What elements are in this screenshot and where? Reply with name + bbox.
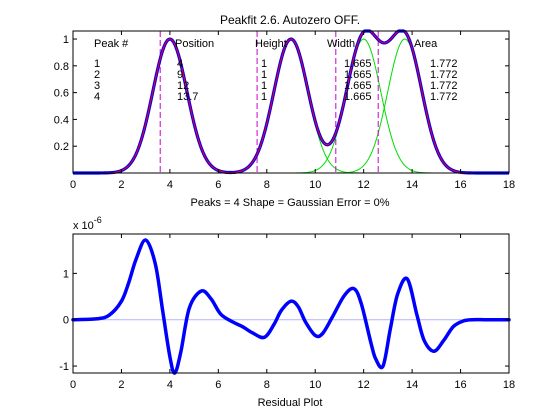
y-tick-label: 1 xyxy=(63,34,69,46)
x-tick-label: 0 xyxy=(70,179,76,191)
residual-x-tick-label: 2 xyxy=(118,379,124,391)
residual-series xyxy=(71,238,511,375)
peak-table-cell: 1.772 xyxy=(430,69,458,81)
x-tick-label: 8 xyxy=(264,179,270,191)
x-tick-label: 16 xyxy=(454,179,466,191)
peak-table-cell: 1 xyxy=(261,91,267,103)
peak-table-cell: 12 xyxy=(177,80,189,92)
peak-table-header: Height xyxy=(255,38,287,50)
peak-table-cell: 1 xyxy=(261,69,267,81)
residual-x-axis-label: Residual Plot xyxy=(258,397,323,409)
peak-table-cell: 1 xyxy=(261,58,267,70)
residual-y-tick-label: 1 xyxy=(63,268,69,280)
residual-plot: x 10-6 0 2 4 6 8 10 12 14 16 18 -101 Residual Plo… xyxy=(59,215,515,409)
x-axis-ticks: 0 2 4 6 8 10 12 14 16 18 xyxy=(70,31,515,191)
peak-table-header: Area xyxy=(414,38,438,50)
peak-table-cell: 1.665 xyxy=(344,69,372,81)
peak-table-cell: 1 xyxy=(94,58,100,70)
residual-x-tick-label: 16 xyxy=(454,379,466,391)
residual-x-tick-label: 8 xyxy=(264,379,270,391)
residual-y-tick-label: -1 xyxy=(59,361,69,373)
x-tick-label: 12 xyxy=(358,179,370,191)
y-tick-label: 0.2 xyxy=(54,141,69,153)
y-tick-label: 0.6 xyxy=(54,88,69,100)
x-axis-label: Peaks = 4 Shape = Gaussian Error = 0% xyxy=(190,197,389,209)
peak-table-cell: 4 xyxy=(177,58,183,70)
fit-series xyxy=(73,30,509,174)
residual-x-tick-label: 6 xyxy=(215,379,221,391)
x-tick-label: 2 xyxy=(118,179,124,191)
peak-table-cell: 1 xyxy=(261,80,267,92)
plot-title: Peakfit 2.6. Autozero OFF. xyxy=(220,13,360,27)
peak-table-cell: 1.665 xyxy=(344,91,372,103)
residual-y-tick-label: 0 xyxy=(63,315,69,327)
x-tick-label: 6 xyxy=(215,179,221,191)
peak-table-cell: 13.7 xyxy=(177,91,198,103)
residual-y-axis-ticks: -1 0 1 xyxy=(59,268,509,373)
x-tick-label: 10 xyxy=(309,179,321,191)
residual-x-tick-label: 18 xyxy=(503,379,515,391)
peak-table-cell: 2 xyxy=(94,69,100,81)
residual-frame xyxy=(72,233,510,374)
peak-table-cell: 1.772 xyxy=(430,80,458,92)
y-axis-ticks: 0.2 0.4 0.6 0.8 1 xyxy=(54,34,509,153)
peak-table-cell: 9 xyxy=(177,69,183,81)
peak-table-header: Position xyxy=(175,38,214,50)
residual-x-axis-ticks: 0 2 4 6 8 10 12 14 16 18 xyxy=(70,234,515,391)
peak-table-cell: 1.772 xyxy=(430,58,458,70)
y-tick-label: 0.4 xyxy=(54,114,69,126)
x-tick-label: 4 xyxy=(167,179,173,191)
peak-table-cell: 1.665 xyxy=(344,58,372,70)
fit-line xyxy=(73,30,509,174)
residual-line xyxy=(71,238,511,375)
scale-exponent: -6 xyxy=(94,215,102,225)
residual-x-tick-label: 12 xyxy=(358,379,370,391)
peak-table-cell: 1.665 xyxy=(344,80,372,92)
peak-table-header: Peak # xyxy=(94,38,129,50)
x-tick-label: 18 xyxy=(503,179,515,191)
peak-table-cell: 3 xyxy=(94,80,100,92)
scale-label: x 10-6 xyxy=(73,215,102,232)
x-tick-label: 14 xyxy=(406,179,418,191)
peakfit-plot: Peakfit 2.6. Autozero OFF. Peak # Positio… xyxy=(54,13,515,209)
peak-table: Peak # Position Height Width Area 1 4 1 1.665 1.7… xyxy=(94,38,458,103)
plot-frame xyxy=(72,30,510,174)
peak-table-header: Width xyxy=(327,38,355,50)
residual-x-tick-label: 0 xyxy=(70,379,76,391)
peak-table-cell: 4 xyxy=(94,91,100,103)
y-tick-label: 0.8 xyxy=(54,61,69,73)
residual-x-tick-label: 4 xyxy=(167,379,173,391)
peak-table-cell: 1.772 xyxy=(430,91,458,103)
residual-x-tick-label: 14 xyxy=(406,379,418,391)
residual-x-tick-label: 10 xyxy=(309,379,321,391)
